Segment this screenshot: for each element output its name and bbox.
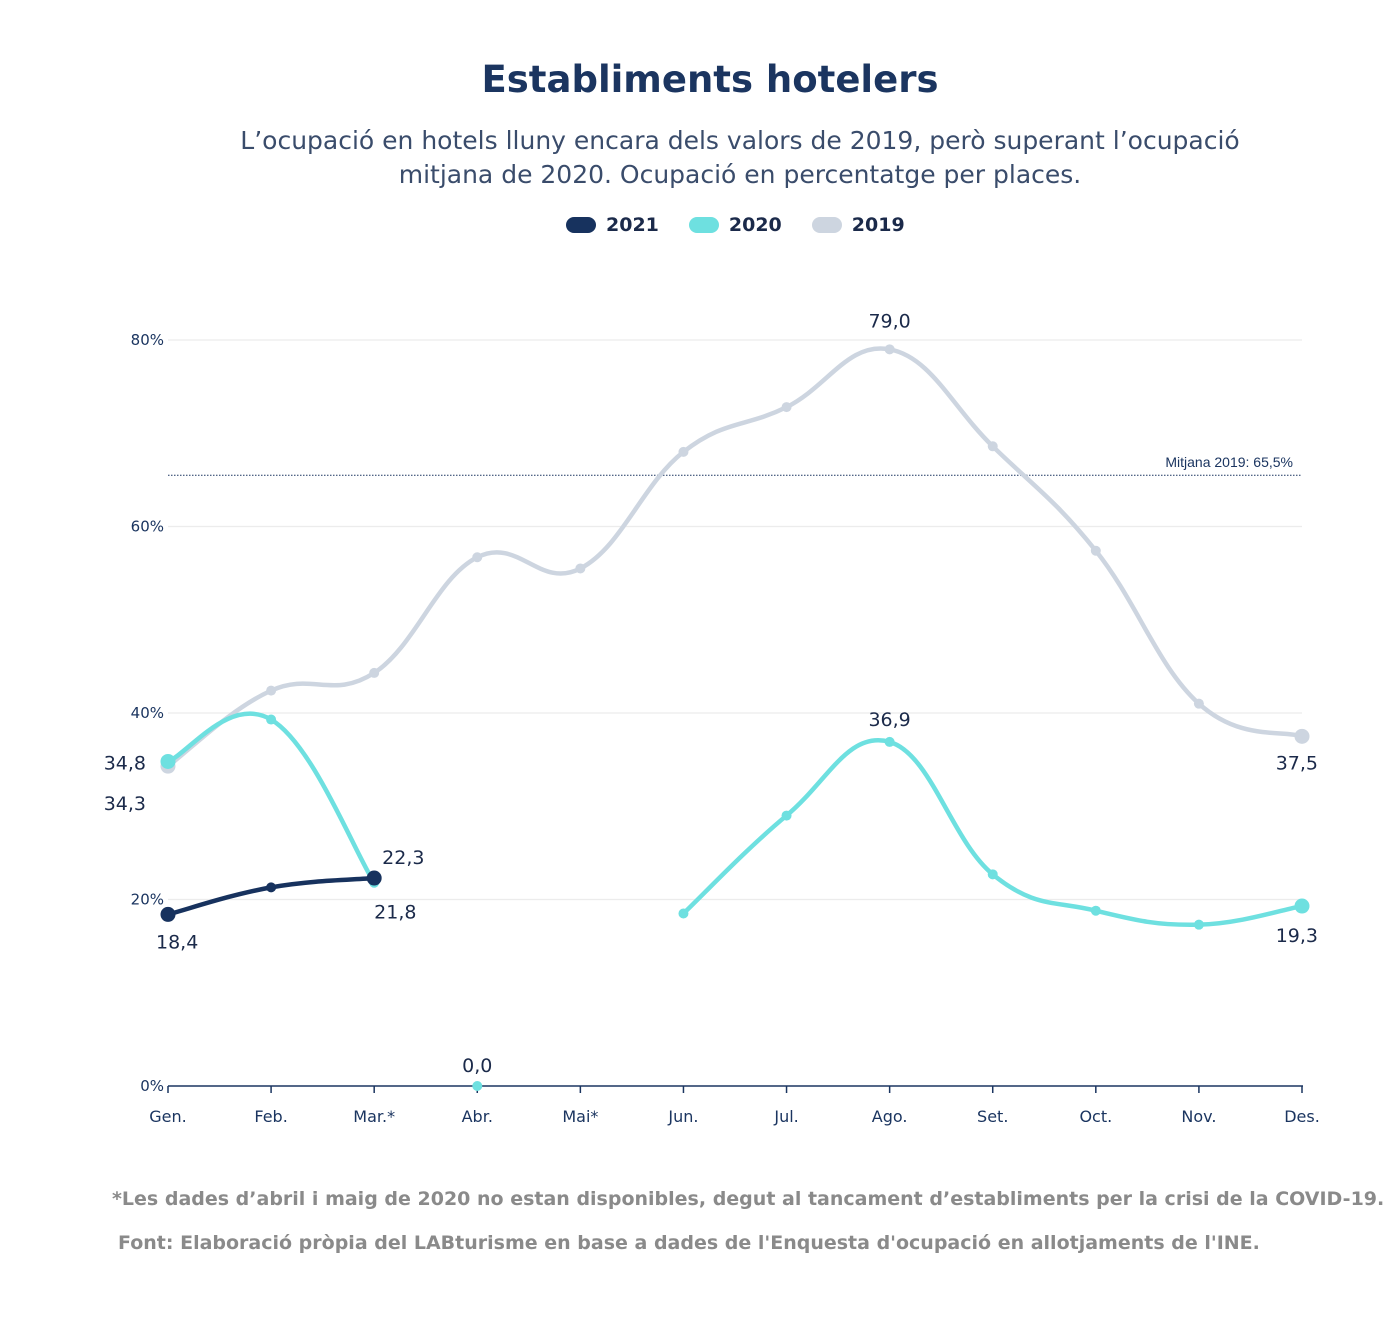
legend-swatch-2019 (811, 217, 842, 233)
data-point-2019 (1193, 698, 1204, 709)
legend: 2021 2020 2019 (566, 214, 935, 236)
x-tick-label: Des. (1284, 1107, 1320, 1126)
y-tick-label: 20% (131, 891, 164, 909)
data-label-2020: 21,8 (374, 902, 416, 924)
data-label-2019: 34,3 (104, 793, 146, 815)
data-point-2020 (678, 908, 689, 919)
data-point-2020 (160, 753, 176, 769)
footnote: *Les dades d’abril i maig de 2020 no est… (112, 1188, 1385, 1210)
average-reference-label: Mitjana 2019: 65,5% (1165, 454, 1293, 470)
x-tick-label: Set. (977, 1107, 1008, 1126)
y-tick-label: 0% (140, 1077, 164, 1095)
series-line-2020 (165, 711, 377, 885)
legend-item-2020[interactable]: 2020 (688, 214, 782, 236)
data-point-2019 (369, 667, 380, 678)
x-tick-label: Abr. (462, 1107, 493, 1126)
data-point-2019 (1294, 728, 1310, 744)
x-tick-label: Oct. (1079, 1107, 1112, 1126)
line-chart: 0% 20% 40% 60% 80% Mitjana 2019: 65,5% Gen. Feb… (104, 310, 1320, 1126)
legend-swatch-2020 (688, 217, 719, 233)
data-point-2020 (1090, 905, 1101, 916)
data-label-2020: 34,8 (104, 752, 146, 774)
legend-label-2021: 2021 (606, 214, 659, 236)
x-tick-label: Nov. (1181, 1107, 1216, 1126)
x-tick-label: Mai* (562, 1107, 598, 1126)
data-point-2020 (472, 1081, 483, 1091)
y-tick-label: 40% (131, 704, 164, 722)
data-label-2019: 79,0 (868, 310, 910, 332)
source-note: Font: Elaboració pròpia del LABturisme e… (118, 1232, 1260, 1254)
data-point-2020 (1294, 898, 1310, 914)
data-point-2020 (1193, 919, 1204, 930)
series-line-2020 (681, 738, 1305, 928)
legend-label-2020: 2020 (728, 214, 782, 236)
x-tick-label: Feb. (254, 1107, 287, 1126)
data-label-2021: 22,3 (382, 847, 424, 869)
x-tick-label: Jul. (773, 1107, 798, 1126)
data-point-2021 (366, 870, 382, 886)
chart-subtitle: L’ocupació en hotels lluny encara dels v… (240, 126, 1240, 189)
data-point-2020 (884, 736, 895, 747)
x-tick-label: Mar.* (353, 1107, 395, 1126)
data-label-2020: 0,0 (462, 1055, 492, 1077)
data-point-2019 (266, 685, 277, 696)
data-point-2019 (987, 441, 998, 452)
x-tick-label: Jun. (667, 1107, 698, 1126)
data-point-2020 (987, 869, 998, 880)
data-point-2019 (575, 563, 586, 574)
data-point-2019 (1090, 545, 1101, 556)
data-point-2021 (266, 882, 277, 893)
data-point-2020 (781, 810, 792, 821)
y-tick-label: 80% (131, 331, 164, 349)
data-point-2019 (781, 402, 792, 413)
legend-label-2019: 2019 (851, 214, 905, 236)
legend-item-2019[interactable]: 2019 (811, 214, 905, 236)
legend-item-2021[interactable]: 2021 (566, 214, 659, 236)
data-point-2021 (160, 906, 176, 922)
data-label-2020: 36,9 (868, 709, 910, 731)
legend-swatch-2021 (566, 217, 596, 233)
data-label-2020: 19,3 (1276, 925, 1318, 947)
data-point-2019 (472, 552, 483, 563)
x-tick-label: Ago. (872, 1107, 908, 1126)
data-point-2019 (884, 344, 895, 355)
data-label-2019: 37,5 (1276, 752, 1318, 774)
data-label-2021: 18,4 (156, 931, 198, 953)
data-point-2020 (266, 714, 277, 725)
chart-title: Establiments hotelers (481, 58, 939, 101)
series-line-2019 (165, 346, 1305, 769)
x-tick-label: Gen. (149, 1107, 186, 1126)
data-point-2019 (678, 446, 689, 457)
y-tick-label: 60% (131, 518, 164, 536)
